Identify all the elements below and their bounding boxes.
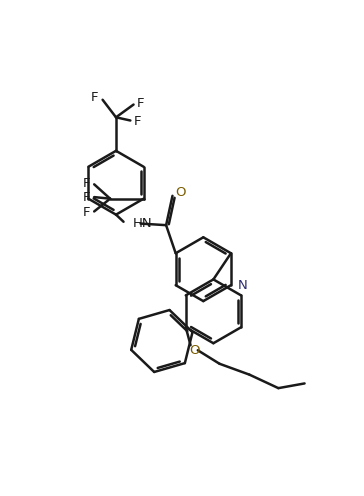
Text: F: F [91,91,98,105]
Text: F: F [83,177,91,190]
Text: O: O [189,344,199,357]
Text: HN: HN [132,217,152,230]
Text: O: O [175,186,186,199]
Text: F: F [134,115,141,128]
Text: F: F [137,97,145,110]
Text: F: F [83,206,91,219]
Text: F: F [83,190,91,203]
Text: N: N [238,279,248,292]
